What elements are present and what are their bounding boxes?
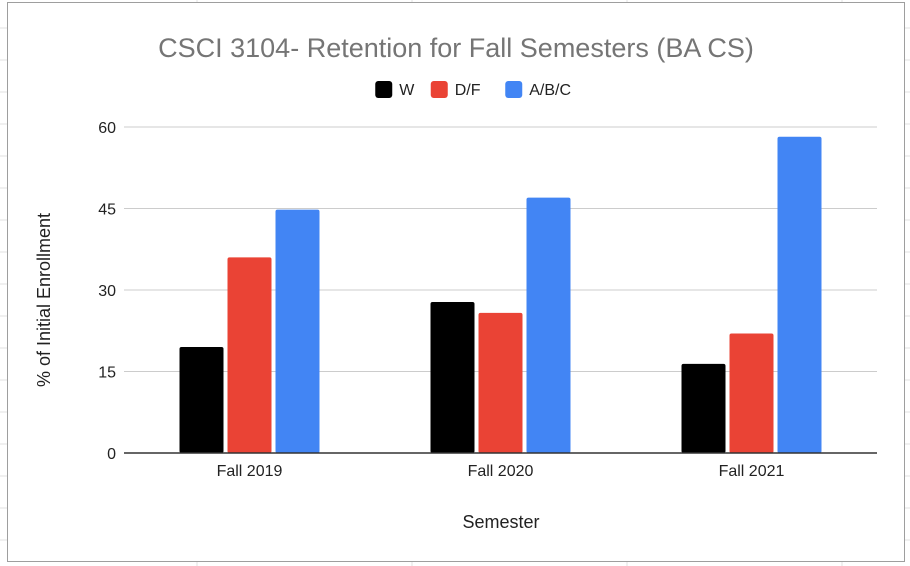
y-axis-label: % of Initial Enrollment <box>34 213 54 387</box>
legend-label: D/F <box>455 82 481 99</box>
x-tick-label: Fall 2021 <box>719 463 785 480</box>
y-axis-ticks: 0 15 30 45 60 <box>98 120 116 463</box>
chart-frame[interactable]: CSCI 3104- Retention for Fall Semesters … <box>7 2 905 562</box>
bar-d-f-fall-2021[interactable] <box>729 333 774 453</box>
y-tick-label: 30 <box>98 283 116 300</box>
chart-title: CSCI 3104- Retention for Fall Semesters … <box>158 33 754 63</box>
bar-a-b-c-fall-2021[interactable] <box>777 136 822 453</box>
legend-label: A/B/C <box>529 82 571 99</box>
bar-w-fall-2019[interactable] <box>179 347 224 453</box>
bar-d-f-fall-2019[interactable] <box>227 257 272 453</box>
x-tick-label: Fall 2020 <box>468 463 534 480</box>
bar-d-f-fall-2020[interactable] <box>478 312 523 453</box>
legend-item-d-f[interactable]: D/F <box>430 81 481 99</box>
legend-item-w[interactable]: W <box>375 81 415 99</box>
x-axis-label: Semester <box>462 512 539 532</box>
bar-chart: CSCI 3104- Retention for Fall Semesters … <box>34 33 877 532</box>
bar-a-b-c-fall-2020[interactable] <box>526 197 571 453</box>
bars <box>179 136 822 453</box>
legend-label: W <box>399 82 415 99</box>
x-axis-ticks: Fall 2019 Fall 2020 Fall 2021 <box>217 463 785 480</box>
bar-a-b-c-fall-2019[interactable] <box>275 209 320 453</box>
legend-item-a-b-c[interactable]: A/B/C <box>505 81 571 99</box>
y-tick-label: 45 <box>98 202 116 219</box>
legend: W D/F A/B/C <box>375 81 571 99</box>
bar-w-fall-2021[interactable] <box>681 363 726 453</box>
legend-swatch <box>375 81 393 98</box>
legend-swatch <box>505 81 523 98</box>
y-tick-label: 60 <box>98 120 116 137</box>
y-tick-label: 0 <box>107 446 116 463</box>
bar-w-fall-2020[interactable] <box>430 301 475 453</box>
legend-swatch <box>430 81 448 98</box>
y-tick-label: 15 <box>98 365 116 382</box>
x-tick-label: Fall 2019 <box>217 463 283 480</box>
